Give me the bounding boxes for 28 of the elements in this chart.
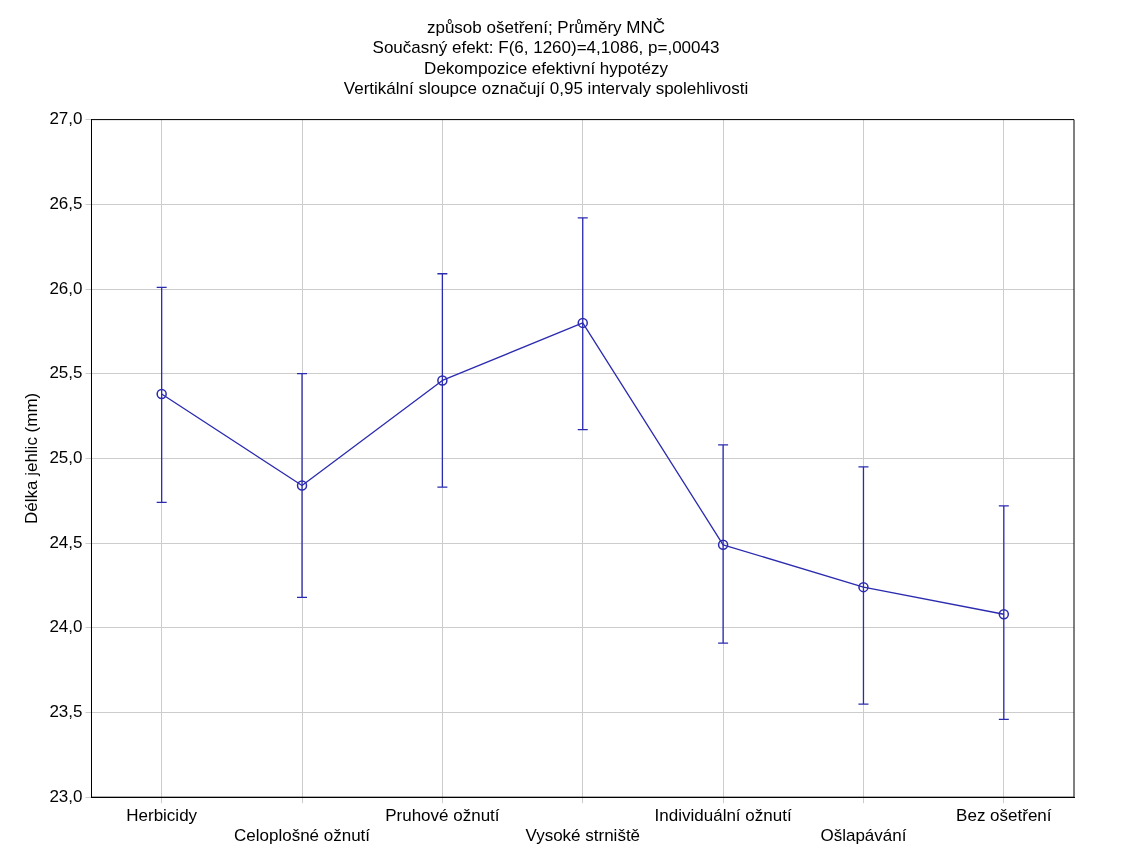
y-tick-label: 24,5 [49,532,83,552]
y-axis-title: Délka jehlic (mm) [21,392,41,525]
x-tick-label: Pruhové ožnutí [385,806,500,826]
y-tick-label: 26,0 [49,278,83,298]
y-tick-label: 23,0 [49,786,83,806]
point [717,539,729,551]
x-tick-label: Ošlapávání [820,826,907,846]
y-tick-label: 25,5 [49,363,83,383]
text: Vertikální sloupce označují 0,95 intervaly spolehlivosti [343,79,749,99]
x-tick-label: Individuální ožnutí [654,806,792,826]
y-tick-label: 25,0 [49,448,83,468]
text: Dekompozice efektivní hypotézy [424,58,669,78]
x-tick-label: Herbicidy [126,806,198,826]
y-tick-label: 24,0 [49,617,83,637]
x-tick-label: Celoplošné ožnutí [233,826,371,846]
point [858,581,869,593]
y-tick-label: 23,5 [49,702,83,722]
x-tick-label: Bez ošetření [956,806,1052,826]
x-tick-label: Vysoké strniště [525,826,641,846]
y-tick-label: 26,5 [49,193,83,213]
point [577,317,588,329]
y-tick-label: 27,0 [49,109,83,129]
point [296,480,308,491]
chart-subtitle: Současný efekt: F(6, 1260)=4,1086, p=,00043 [372,38,720,58]
chart-title: způsob ošetření; Průměry MNČ [426,17,666,37]
point [437,375,448,386]
point [156,388,167,400]
point [998,609,1010,620]
